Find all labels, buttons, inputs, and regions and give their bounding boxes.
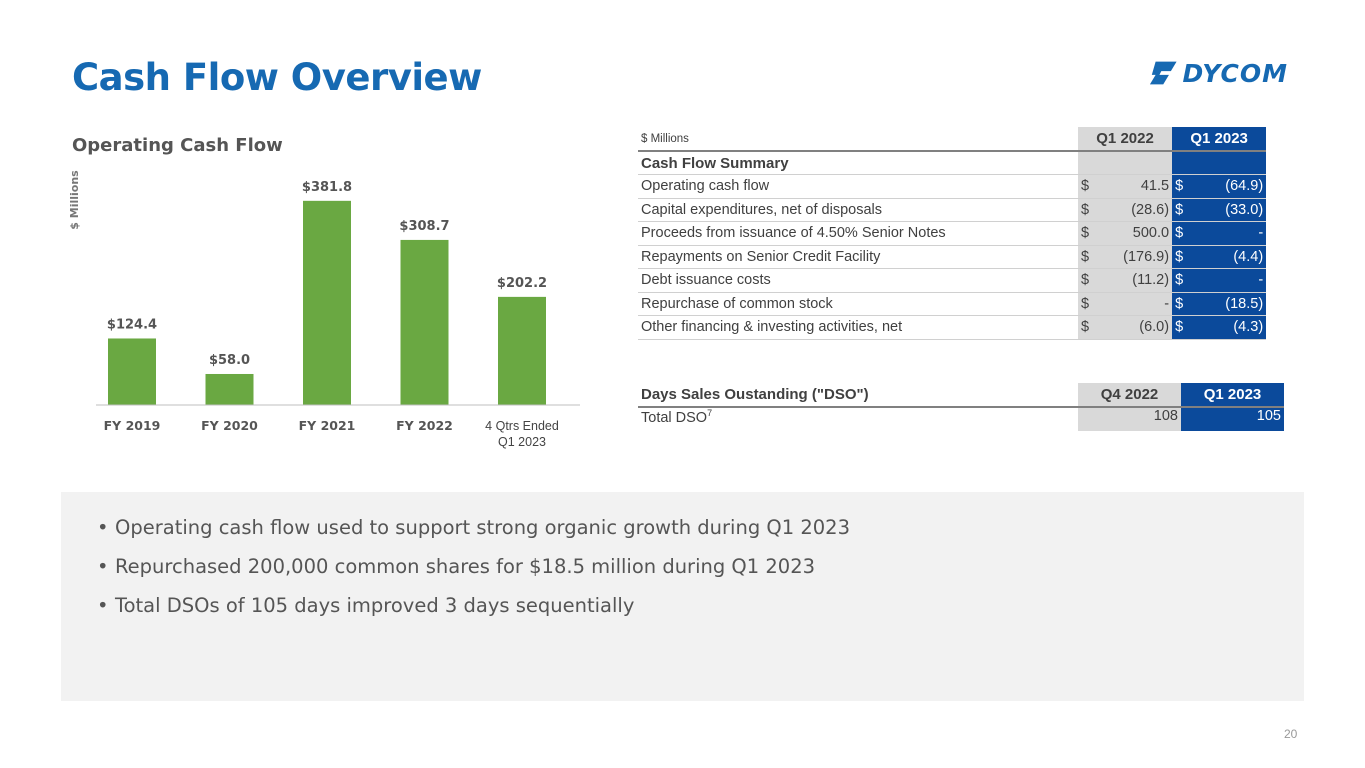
- col-header-q1-2023: Q1 2023: [1172, 127, 1267, 152]
- data-label: $58.0: [209, 353, 250, 368]
- x-tick-label: 4 Qtrs Ended: [485, 419, 559, 433]
- table-row: Debt issuance costs $ (11.2) $ -: [638, 268, 1267, 293]
- dollar-sign: $: [1172, 245, 1187, 269]
- value-q1-2022: (28.6): [1092, 198, 1173, 222]
- y-axis-label: $ Millions: [68, 170, 81, 230]
- value-q1-2023: (18.5): [1186, 292, 1267, 316]
- highlights-panel: • Operating cash flow used to support str…: [61, 492, 1304, 701]
- value-q1-2023: -: [1186, 221, 1267, 246]
- x-tick-label: Q1 2023: [498, 435, 546, 449]
- row-label: Proceeds from issuance of 4.50% Senior N…: [638, 221, 1078, 246]
- dso-table: Days Sales Oustanding ("DSO") Q4 2022 Q1…: [638, 383, 1284, 431]
- dollar-sign: $: [1078, 221, 1093, 246]
- dycom-logo-icon: [1149, 61, 1177, 85]
- dollar-sign: $: [1172, 198, 1187, 222]
- highlights-list: • Operating cash flow used to support str…: [97, 515, 850, 632]
- table-row: Capital expenditures, net of disposals $(…: [638, 198, 1267, 222]
- bullet-text: Operating cash flow used to support stro…: [115, 516, 850, 539]
- dso-value-q1-2023: 105: [1181, 407, 1284, 431]
- x-tick-label: FY 2020: [201, 418, 258, 433]
- data-label: $124.4: [107, 317, 157, 332]
- bar: [108, 338, 156, 405]
- value-q1-2023: (33.0): [1186, 198, 1267, 222]
- value-q1-2022: (11.2): [1092, 268, 1173, 293]
- dollar-sign: $: [1172, 315, 1187, 340]
- dollar-sign: $: [1078, 174, 1093, 199]
- data-label: $308.7: [399, 219, 449, 234]
- table-row: Other financing & investing activities, …: [638, 315, 1267, 340]
- section-row: Cash Flow Summary: [638, 151, 1267, 175]
- col-header-q1-2022: Q1 2022: [1078, 127, 1173, 152]
- dycom-logo: DYCOM: [1148, 56, 1288, 90]
- dso-col-q4-2022: Q4 2022: [1078, 383, 1181, 408]
- data-label: $381.8: [302, 180, 352, 195]
- row-label: Other financing & investing activities, …: [638, 315, 1078, 340]
- dso-header-row: Days Sales Oustanding ("DSO") Q4 2022 Q1…: [638, 383, 1284, 408]
- bar: [303, 200, 351, 405]
- dollar-sign: $: [1078, 315, 1093, 340]
- dollar-sign: $: [1078, 292, 1093, 316]
- row-label: Repayments on Senior Credit Facility: [638, 245, 1078, 269]
- dollar-sign: $: [1078, 245, 1093, 269]
- chart-title: Operating Cash Flow: [72, 135, 283, 156]
- x-tick-label: FY 2019: [104, 418, 161, 433]
- row-label: Repurchase of common stock: [638, 292, 1078, 316]
- value-q1-2022: (6.0): [1092, 315, 1173, 340]
- page-number: 20: [1284, 727, 1298, 741]
- logo-text: DYCOM: [1182, 58, 1288, 88]
- bullet-item: • Repurchased 200,000 common shares for $…: [97, 554, 850, 593]
- dollar-sign: $: [1172, 292, 1187, 316]
- section-cell-gray: [1078, 151, 1173, 175]
- section-title: Cash Flow Summary: [638, 151, 1078, 175]
- page-title: Cash Flow Overview: [72, 56, 482, 99]
- bullet-text: Repurchased 200,000 common shares for $1…: [115, 555, 816, 578]
- dollar-sign: $: [1078, 198, 1093, 222]
- table-row: Operating cash flow $41.5 $ (64.9): [638, 174, 1267, 199]
- operating-cash-flow-chart: $ Millions $124.4 FY 2019 $58.0 FY 2020 $381.…: [68, 170, 580, 449]
- value-q1-2022: 41.5: [1092, 174, 1173, 199]
- bullet-dot: •: [97, 555, 109, 578]
- table-row: Proceeds from issuance of 4.50% Senior N…: [638, 221, 1267, 246]
- section-cell-blue: [1172, 151, 1267, 175]
- footnote-marker: 7: [707, 408, 713, 418]
- dso-row-label: Total DSO7: [638, 407, 1078, 431]
- dso-title: Days Sales Oustanding ("DSO"): [638, 383, 1078, 408]
- bullet-text: Total DSOs of 105 days improved 3 days s…: [115, 594, 635, 617]
- dollar-sign: $: [1172, 268, 1187, 293]
- table-row: Repurchase of common stock $ - $ (18.5): [638, 292, 1267, 316]
- value-q1-2023: -: [1186, 268, 1267, 293]
- dollar-sign: $: [1078, 268, 1093, 293]
- value-q1-2023: (64.9): [1186, 174, 1267, 199]
- bar: [205, 373, 254, 405]
- dollar-sign: $: [1172, 174, 1187, 199]
- bar: [498, 296, 546, 405]
- dso-col-q1-2023: Q1 2023: [1181, 383, 1284, 408]
- dso-row: Total DSO7 108 105: [638, 407, 1284, 431]
- dollar-sign: $: [1172, 221, 1187, 246]
- value-q1-2023: (4.3): [1186, 315, 1267, 340]
- row-label: Debt issuance costs: [638, 268, 1078, 293]
- table-header-row: $ Millions Q1 2022 Q1 2023: [638, 127, 1267, 152]
- x-tick-label: FY 2021: [299, 418, 356, 433]
- data-label: $202.2: [497, 276, 547, 291]
- value-q1-2022: (176.9): [1092, 245, 1173, 269]
- dso-row-label-text: Total DSO: [641, 409, 708, 426]
- value-q1-2023: (4.4): [1186, 245, 1267, 269]
- unit-label: $ Millions: [638, 127, 1078, 152]
- bullet-dot: •: [97, 516, 109, 539]
- table-row: Repayments on Senior Credit Facility $ (17…: [638, 245, 1267, 269]
- x-tick-label: FY 2022: [396, 418, 453, 433]
- value-q1-2022: 500.0: [1092, 221, 1173, 246]
- row-label: Operating cash flow: [638, 174, 1078, 199]
- row-label: Capital expenditures, net of disposals: [638, 198, 1078, 222]
- bar: [400, 239, 449, 405]
- bullet-item: • Operating cash flow used to support str…: [97, 515, 850, 554]
- cash-flow-table: $ Millions Q1 2022 Q1 2023 Cash Flow Sum…: [638, 127, 1267, 340]
- bullet-item: • Total DSOs of 105 days improved 3 days …: [97, 593, 850, 632]
- value-q1-2022: -: [1092, 292, 1173, 316]
- dso-value-q4-2022: 108: [1078, 407, 1181, 431]
- bullet-dot: •: [97, 594, 109, 617]
